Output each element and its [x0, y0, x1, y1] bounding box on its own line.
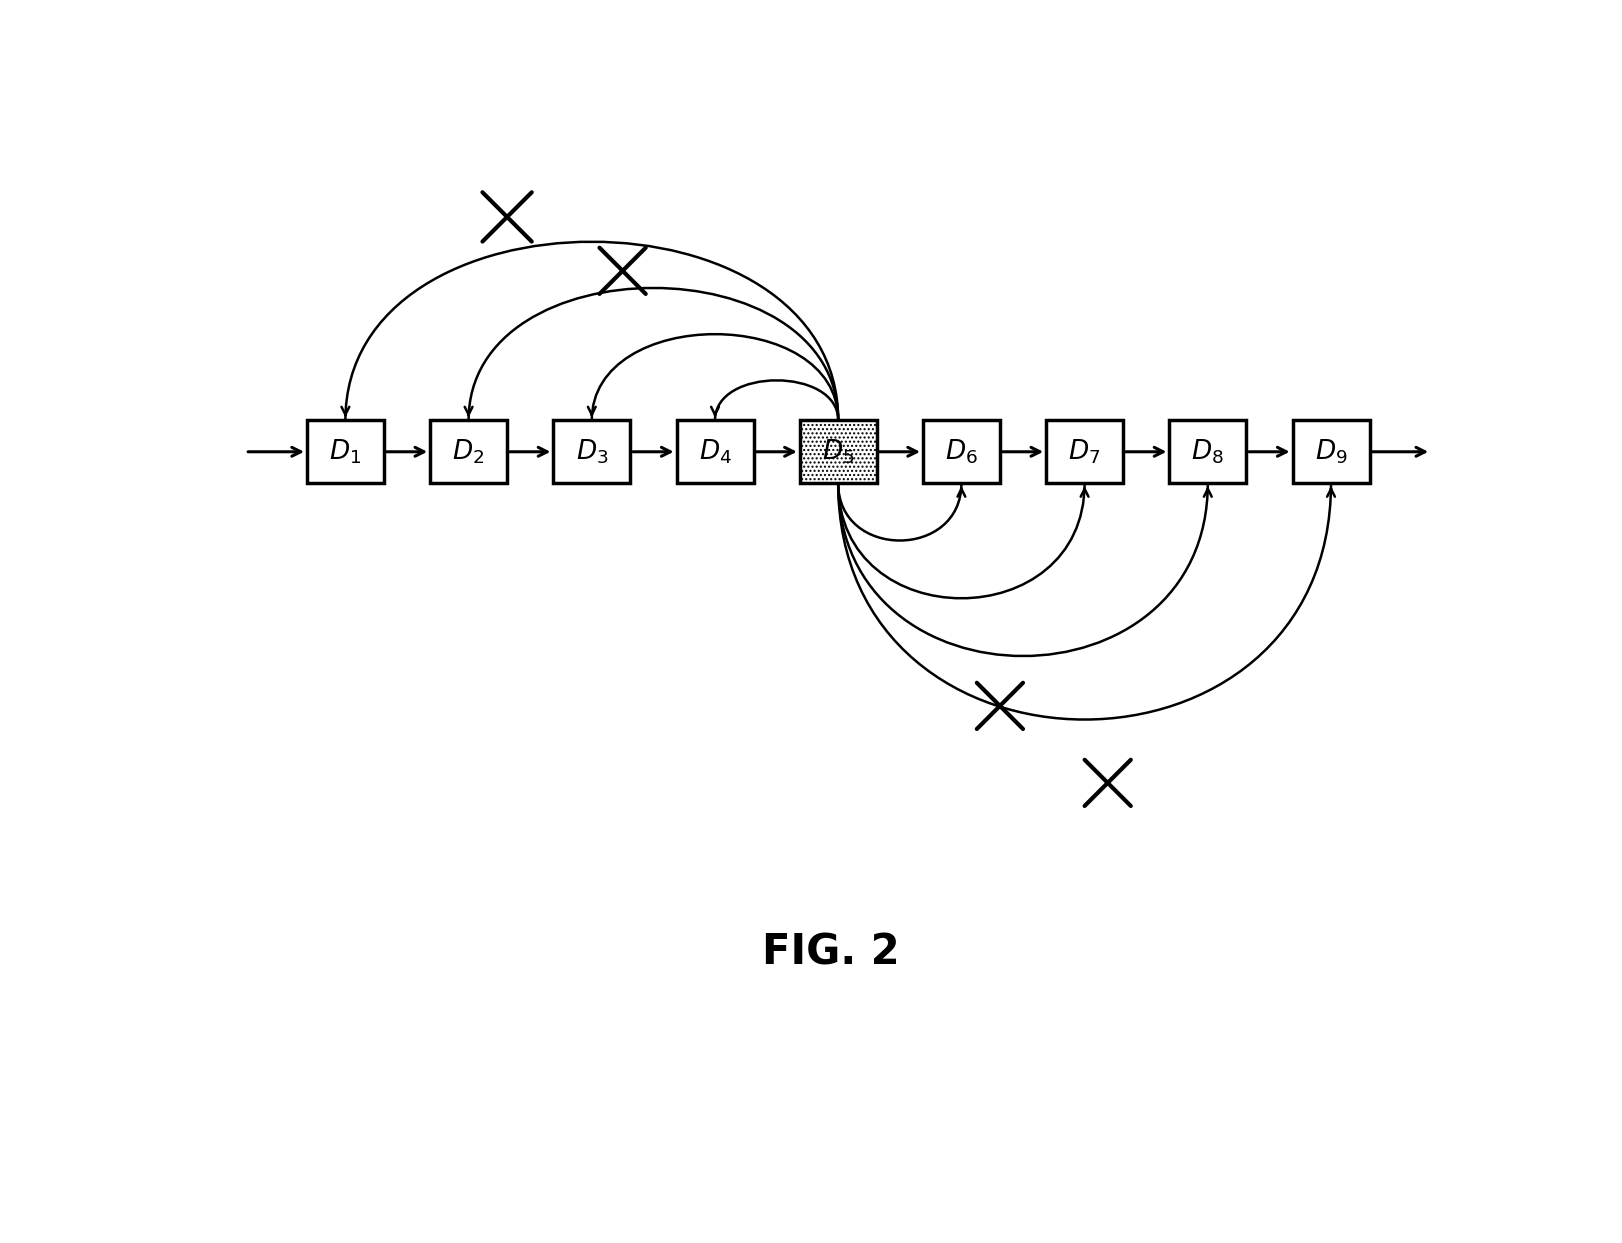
Text: $D_{6}$: $D_{6}$ [946, 438, 978, 466]
Text: $D_{9}$: $D_{9}$ [1315, 438, 1348, 466]
Bar [800, 420, 878, 484]
Text: $D_{4}$: $D_{4}$ [699, 438, 732, 466]
Bar [1169, 420, 1246, 484]
Bar [1293, 420, 1369, 484]
Bar [676, 420, 754, 484]
Text: $D_{7}$: $D_{7}$ [1069, 438, 1101, 466]
Text: $D_{1}$: $D_{1}$ [329, 438, 362, 466]
Bar [553, 420, 631, 484]
Bar [430, 420, 508, 484]
Text: $D_{5}$: $D_{5}$ [822, 438, 855, 466]
Bar [800, 420, 878, 484]
Text: $D_{2}$: $D_{2}$ [453, 438, 485, 466]
Text: FIG. 2: FIG. 2 [762, 931, 900, 973]
Text: $D_{3}$: $D_{3}$ [576, 438, 608, 466]
Bar [923, 420, 999, 484]
Text: $D_{8}$: $D_{8}$ [1192, 438, 1225, 466]
Bar [307, 420, 384, 484]
Bar [1046, 420, 1122, 484]
